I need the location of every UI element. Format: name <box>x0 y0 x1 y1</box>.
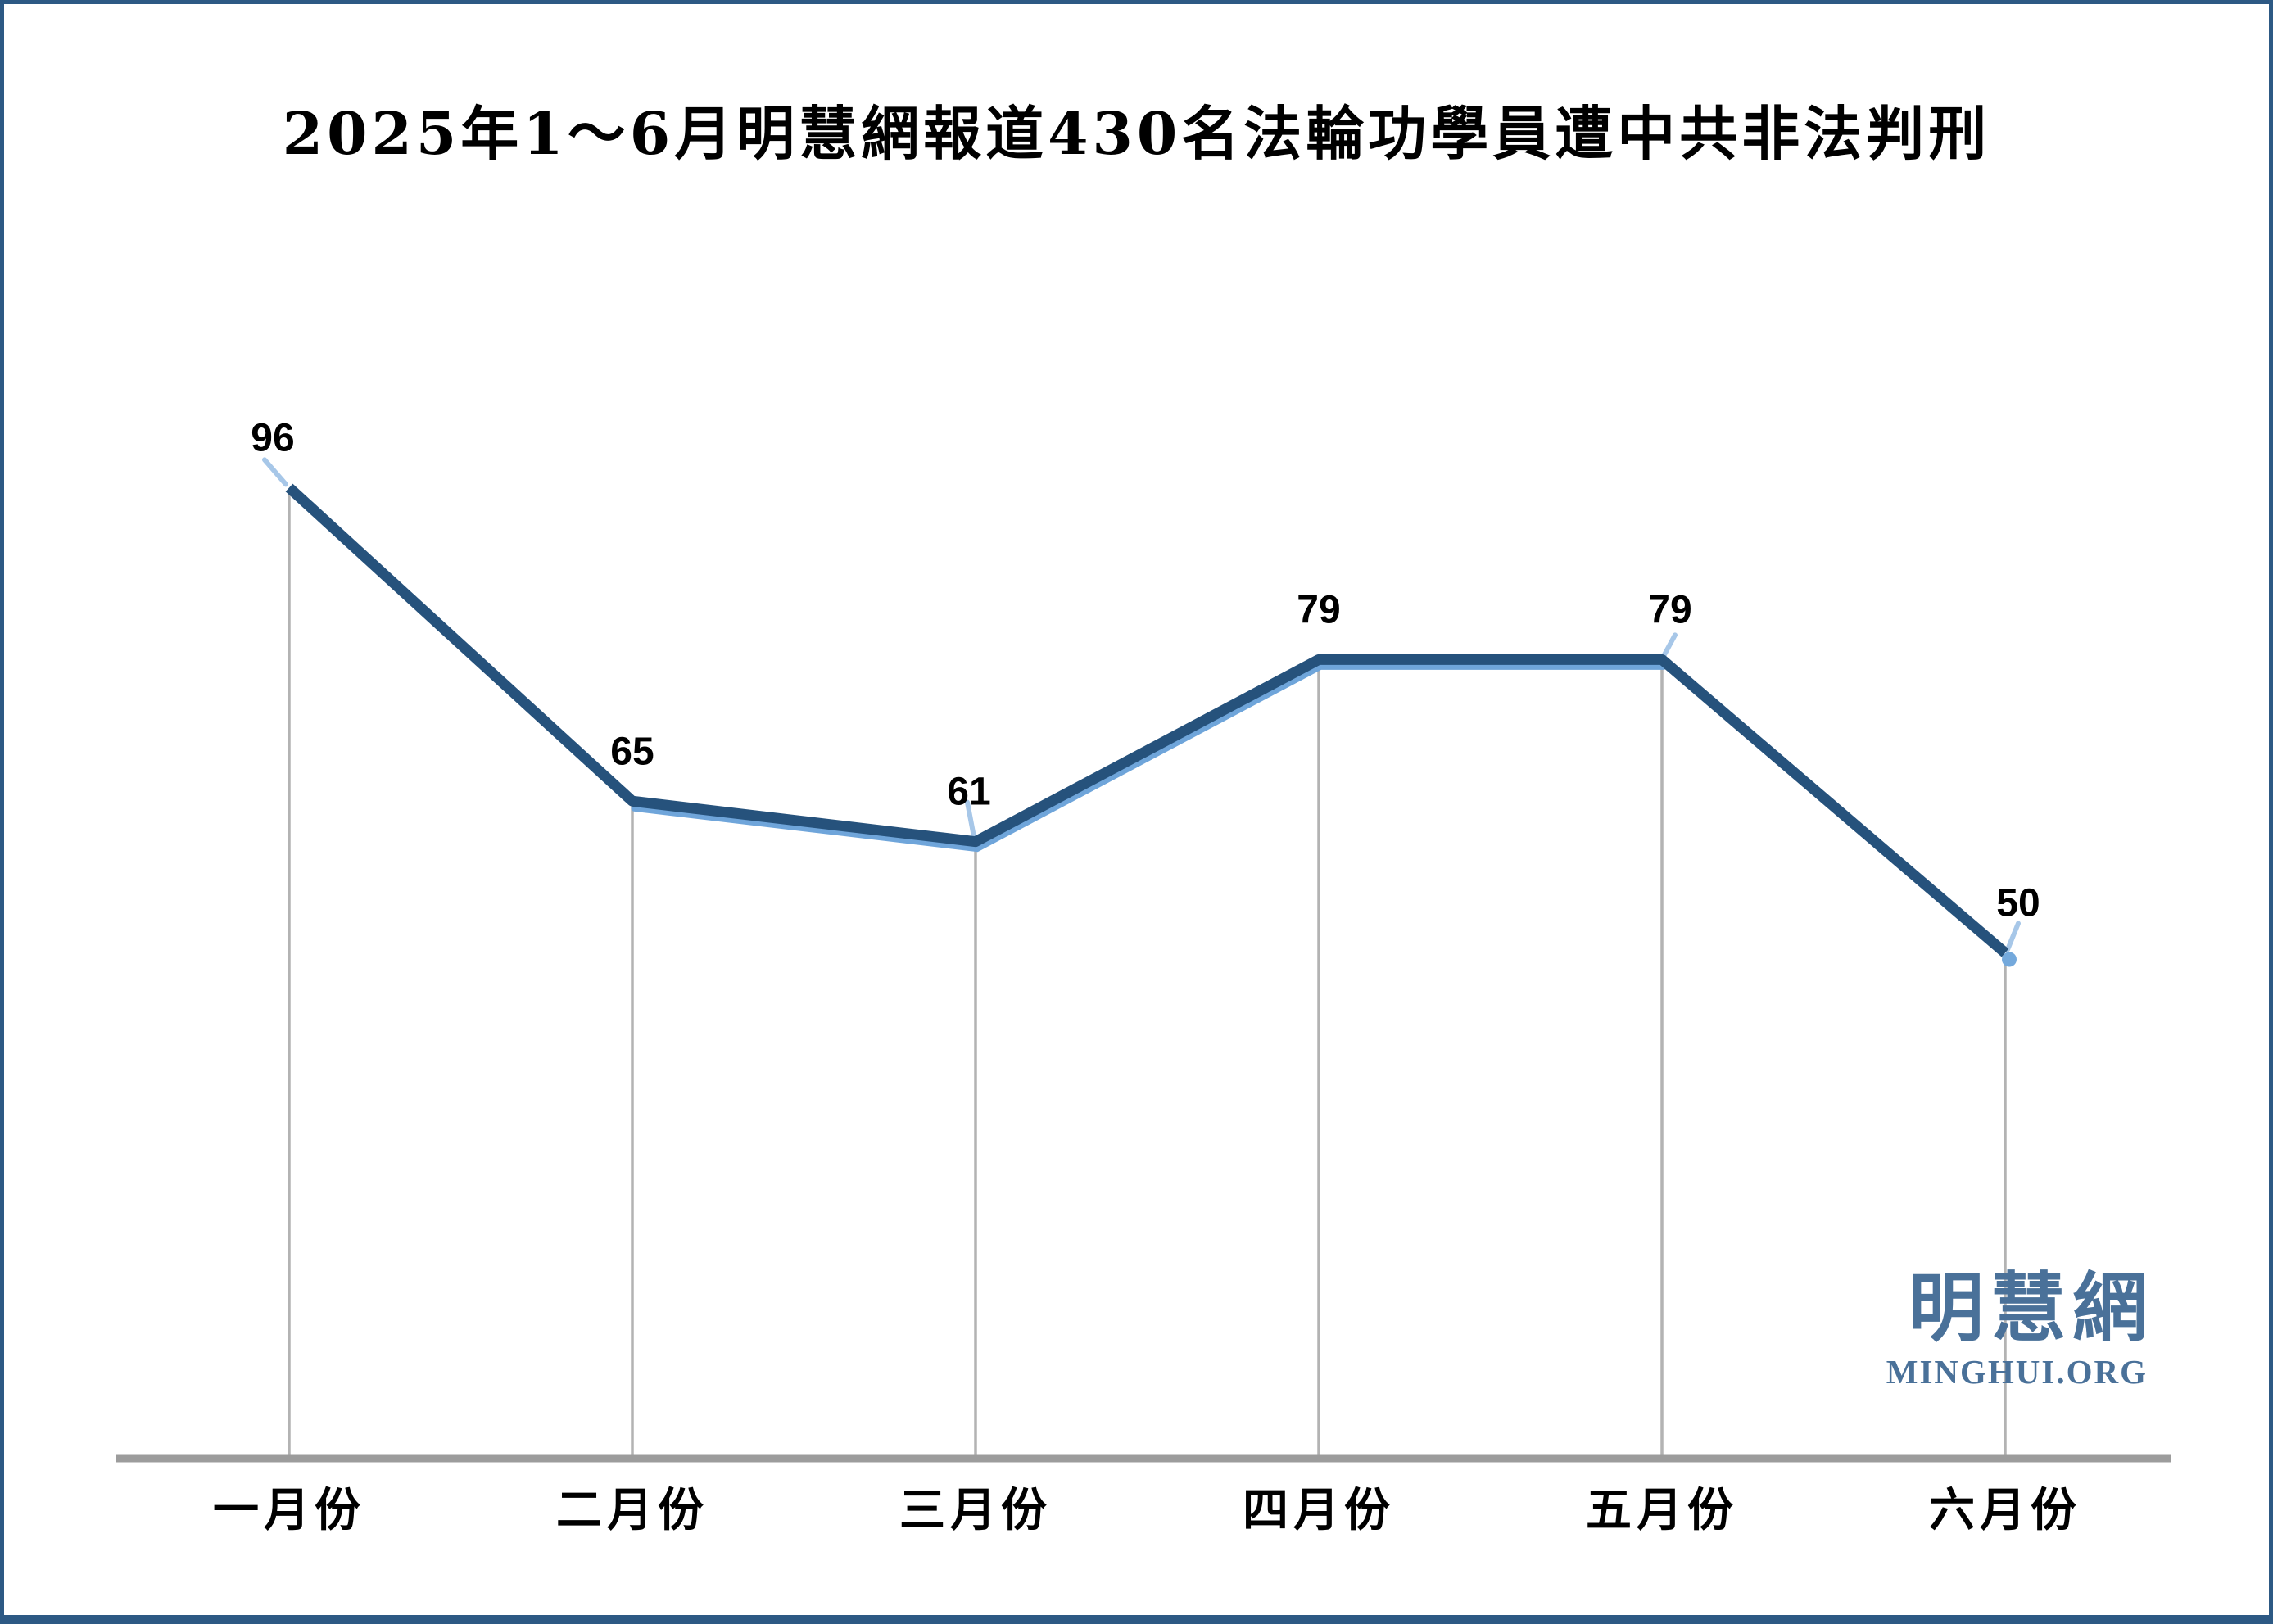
accent-stub <box>2005 921 2021 952</box>
accent-stub <box>1662 632 1678 658</box>
chart-title: 2025年1～6月明慧網報道430名法輪功學員遭中共非法判刑 <box>282 99 1991 168</box>
x-axis-label: 五月份 <box>1586 1483 1738 1537</box>
series-line-highlight <box>631 663 1667 853</box>
x-axis-label: 三月份 <box>899 1483 1052 1537</box>
data-label: 50 <box>1996 882 2040 925</box>
x-axis-label: 六月份 <box>1929 1483 2081 1537</box>
x-axis-label: 二月份 <box>556 1483 709 1537</box>
series-line <box>285 483 2009 957</box>
data-label: 61 <box>947 771 990 814</box>
line-chart: 96 65 61 79 79 50 一月份 二月份 三月份 四月份 五月份 六月份 <box>116 416 2171 1537</box>
x-axis-label: 一月份 <box>213 1483 365 1537</box>
x-axis-label: 四月份 <box>1243 1483 1395 1537</box>
data-label: 79 <box>1648 588 1691 631</box>
endpoint-dot <box>2002 952 2017 967</box>
data-label: 96 <box>251 416 294 459</box>
data-label: 79 <box>1297 588 1340 631</box>
data-label: 65 <box>610 730 654 773</box>
minghui-logo: 明慧網 MINGHUI.ORG <box>1886 1270 2148 1391</box>
accent-stub <box>965 799 976 839</box>
logo-latin-text: MINGHUI.ORG <box>1886 1353 2148 1391</box>
logo-cjk-text: 明慧網 <box>1908 1264 2154 1352</box>
accent-stub <box>262 457 288 487</box>
